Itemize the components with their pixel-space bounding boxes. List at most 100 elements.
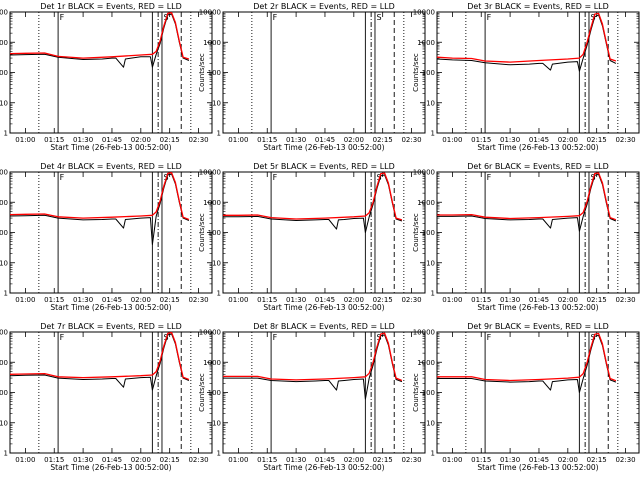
panel-2-xtick-label: 01:15	[257, 136, 277, 144]
panel-9-vline-label: S	[590, 333, 595, 342]
panel-9-xtick-label: 01:30	[500, 456, 520, 464]
panel-1-ytick-label: 10000	[0, 9, 8, 17]
panel-9-ytick-label: 1	[431, 450, 435, 458]
panel-7-ytick-label: 10	[0, 419, 8, 427]
panel-1-ytick-label: 1000	[0, 39, 8, 47]
panel-4-ytick-label: 10	[0, 259, 8, 267]
panel-2-xtick-label: 02:30	[401, 136, 421, 144]
panel-5-title: Det 5r BLACK = Events, RED = LLD	[253, 162, 395, 171]
panel-2-xtick-label: 01:00	[228, 136, 248, 144]
panel-6-ytick-label: 100	[422, 229, 435, 237]
panel-5-xtick-label: 02:30	[401, 296, 421, 304]
panel-5-ytick-label: 1000	[203, 199, 221, 207]
panel-4-plot-frame	[9, 171, 213, 294]
panel-3-ytick-label: 10	[426, 99, 435, 107]
panel-8-ylabel: Counts/sec	[198, 373, 206, 412]
panel-1-xtick-label: 01:30	[73, 136, 93, 144]
panel-2-plot-frame	[222, 11, 426, 134]
panel-9-xtick-label: 01:15	[471, 456, 491, 464]
panel-2-ytick-label: 100	[208, 69, 221, 77]
panel-7-xtick-label: 02:00	[131, 456, 151, 464]
panel-9-xtick-label: 02:30	[615, 456, 635, 464]
panel-8-ytick-label: 10	[212, 419, 221, 427]
panel-5-ylabel: Counts/sec	[198, 213, 206, 252]
panel-3-plot-frame	[436, 11, 640, 134]
panel-4-ytick-label: 1000	[0, 199, 8, 207]
panel-4-title: Det 4r BLACK = Events, RED = LLD	[40, 162, 182, 171]
panel-8-title: Det 8r BLACK = Events, RED = LLD	[253, 322, 395, 331]
panel-3-xtick-label: 02:00	[558, 136, 578, 144]
panel-1-ytick-label: 10	[0, 99, 8, 107]
panel-1-vline-label: F	[60, 13, 65, 22]
panel-3-ytick-label: 1000	[417, 39, 435, 47]
panel-1-xtick-label: 01:00	[15, 136, 35, 144]
panel-4-xtick-label: 01:00	[15, 296, 35, 304]
panel-3-vline-label: S	[590, 13, 595, 22]
panel-2-xtick-label: 01:45	[315, 136, 335, 144]
panel-5-series-lld	[223, 172, 403, 221]
panel-2-xlabel: Start Time (26-Feb-13 00:52:00)	[263, 143, 384, 152]
panel-5-xtick-label: 01:45	[315, 296, 335, 304]
panel-3-xtick-label: 01:30	[500, 136, 520, 144]
panel-2-ytick-label: 10	[212, 99, 221, 107]
panel-4-xtick-label: 01:30	[73, 296, 93, 304]
panel-3-ytick-label: 10000	[413, 9, 435, 17]
panel-7-ytick-label: 1000	[0, 359, 8, 367]
panel-6-plot-frame	[436, 171, 640, 294]
panel-2-title: Det 2r BLACK = Events, RED = LLD	[253, 2, 395, 11]
panel-7: Det 7r BLACK = Events, RED = LLD 1 10 100 10…	[0, 322, 213, 472]
panel-3-xtick-label: 01:45	[529, 136, 549, 144]
panel-2-xtick-label: 01:30	[286, 136, 306, 144]
panel-9-xlabel: Start Time (26-Feb-13 00:52:00)	[477, 463, 598, 472]
panel-8-xtick-label: 01:00	[228, 456, 248, 464]
panel-1-title: Det 1r BLACK = Events, RED = LLD	[40, 2, 182, 11]
panel-2-ylabel: Counts/sec	[198, 53, 206, 92]
panel-4-xtick-label: 02:15	[160, 296, 180, 304]
panel-4-ytick-label: 1	[4, 290, 8, 298]
panel-3: Det 3r BLACK = Events, RED = LLD 1 10 100 10…	[412, 2, 640, 152]
panel-1-xtick-label: 02:15	[160, 136, 180, 144]
panel-6-xtick-label: 02:30	[615, 296, 635, 304]
panel-3-ylabel: Counts/sec	[412, 53, 420, 92]
panel-6-xtick-label: 01:15	[471, 296, 491, 304]
panel-6-ytick-label: 1	[431, 290, 435, 298]
panel-9-xtick-label: 02:00	[558, 456, 578, 464]
panel-4-xtick-label: 02:00	[131, 296, 151, 304]
panel-7-ytick-label: 1	[4, 450, 8, 458]
panel-3-xtick-label: 02:15	[587, 136, 607, 144]
panel-5-xtick-label: 01:30	[286, 296, 306, 304]
panel-7-xlabel: Start Time (26-Feb-13 00:52:00)	[50, 463, 171, 472]
panel-9-vline-label: F	[487, 333, 492, 342]
panel-9-xtick-label: 01:00	[442, 456, 462, 464]
panel-3-series-lld	[436, 12, 617, 63]
panel-4: Det 4r BLACK = Events, RED = LLD 1 10 100 10…	[0, 162, 213, 312]
panel-1-xtick-label: 02:00	[131, 136, 151, 144]
panel-5-plot-frame	[222, 171, 426, 294]
panel-8-xlabel: Start Time (26-Feb-13 00:52:00)	[263, 463, 384, 472]
panel-9-xtick-label: 02:15	[587, 456, 607, 464]
panel-1-plot-frame	[9, 11, 213, 134]
panel-5-xtick-label: 02:15	[373, 296, 393, 304]
panel-8: Det 8r BLACK = Events, RED = LLD 1 10 100 10…	[198, 322, 426, 472]
panel-6: Det 6r BLACK = Events, RED = LLD 1 10 100 10…	[412, 162, 640, 312]
panel-6-vline-label: F	[487, 173, 492, 182]
panel-8-ytick-label: 1	[217, 450, 221, 458]
panel-3-ytick-label: 1	[431, 130, 435, 138]
panel-2: Det 2r BLACK = Events, RED = LLD 1 10 100 10…	[198, 2, 426, 152]
panel-3-xlabel: Start Time (26-Feb-13 00:52:00)	[477, 143, 598, 152]
panel-8-xtick-label: 02:15	[373, 456, 393, 464]
panel-2-ytick-label: 1	[217, 130, 221, 138]
panel-9-plot-frame	[436, 331, 640, 454]
panel-9-ytick-label: 10000	[413, 329, 435, 337]
panel-9-ytick-label: 10	[426, 419, 435, 427]
panel-8-xtick-label: 01:45	[315, 456, 335, 464]
panel-9-ylabel: Counts/sec	[412, 373, 420, 412]
panel-6-ytick-label: 1000	[417, 199, 435, 207]
panel-1-xlabel: Start Time (26-Feb-13 00:52:00)	[50, 143, 171, 152]
panel-6-ytick-label: 10000	[413, 169, 435, 177]
panel-6-xtick-label: 01:30	[500, 296, 520, 304]
panel-8-ytick-label: 10000	[199, 329, 221, 337]
panel-7-xtick-label: 02:15	[160, 456, 180, 464]
panel-9-series-lld	[437, 332, 617, 382]
panel-9-ytick-label: 1000	[417, 359, 435, 367]
